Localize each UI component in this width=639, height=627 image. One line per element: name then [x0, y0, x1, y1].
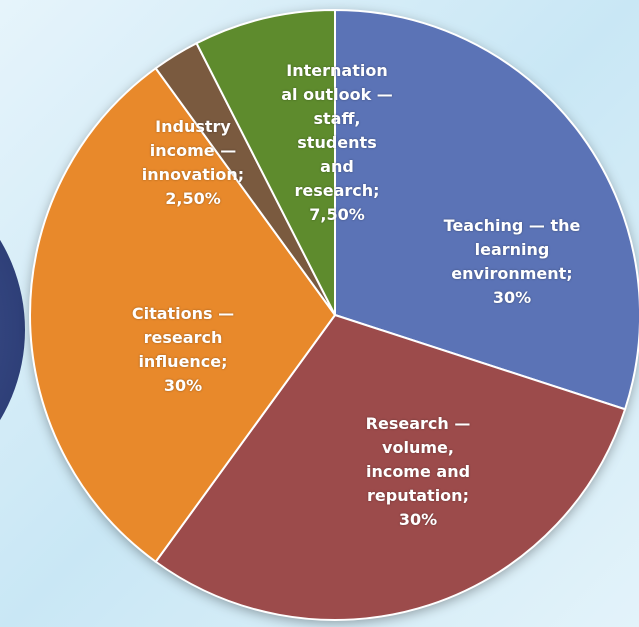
category-label: Teaching — the learning environment; [443, 216, 581, 283]
data-label: Research — volume, income and reputation… [348, 412, 488, 532]
data-label: International outlook — staff, students … [281, 59, 393, 227]
value-label: 30% [398, 510, 438, 529]
category-label: International outlook — staff, students … [281, 61, 393, 200]
data-label: Industry income — innovation; 2,50% [134, 115, 252, 211]
value-label: 2,50% [165, 189, 221, 208]
pie-slice [28, 66, 337, 564]
category-label: Research — volume, income and reputation… [365, 414, 471, 505]
pie-slice [195, 8, 336, 316]
data-label: Teaching — the learning environment; 30% [442, 214, 582, 310]
background-circle [0, 239, 25, 421]
value-label: 30% [163, 376, 203, 395]
pie-slice [334, 8, 639, 411]
data-label: Citations — research influence; 30% [118, 302, 248, 398]
value-label: 30% [492, 288, 532, 307]
category-label: Industry income — innovation; [141, 117, 245, 184]
category-label: Citations — research influence; [131, 304, 235, 371]
value-label: 7,50% [309, 205, 365, 224]
pie-slice [154, 313, 627, 621]
